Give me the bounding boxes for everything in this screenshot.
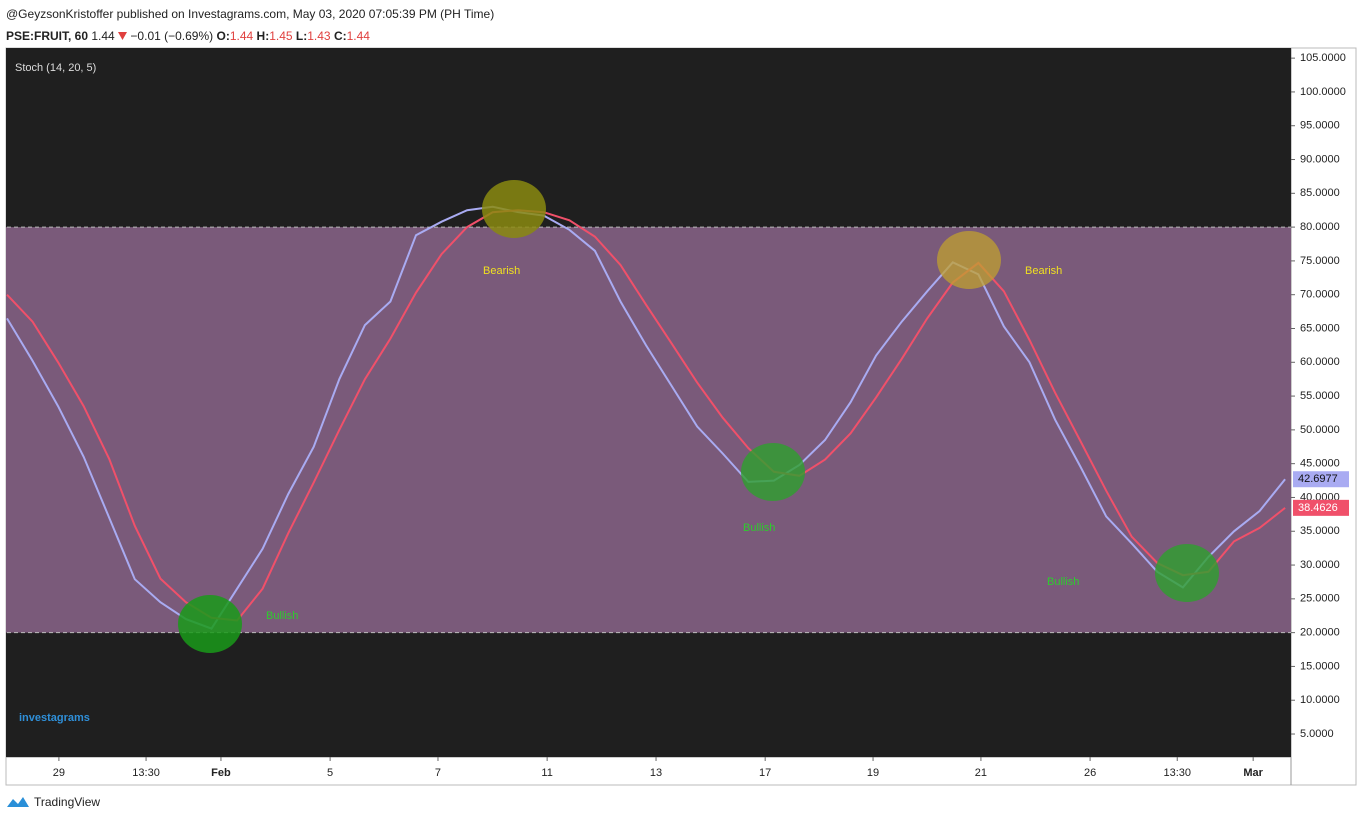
last-price: 1.44 [91, 29, 115, 43]
y-tick-label: 5.0000 [1300, 728, 1334, 740]
symbol: PSE:FRUIT, 60 [6, 29, 89, 43]
y-tick-label: 10.0000 [1300, 694, 1340, 706]
x-tick-label: 7 [435, 767, 441, 779]
y-tick-label: 65.0000 [1300, 322, 1340, 334]
symbol-line: PSE:FRUIT, 60 1.44 −0.01 (−0.69%) O:1.44… [6, 29, 370, 43]
annotation-text: Bearish [1025, 265, 1062, 277]
chart: Stoch (14, 20, 5) 5.0000 10.0000 15.0000 20.… [5, 47, 1357, 786]
y-tick-label: 45.0000 [1300, 458, 1340, 470]
publisher-line: @GeyzsonKristoffer published on Investag… [6, 7, 495, 21]
annotation-circle [937, 231, 1001, 289]
high-label: H: [256, 29, 270, 43]
y-tick-label: 105.0000 [1300, 52, 1346, 64]
annotation-circle [482, 180, 546, 238]
y-tick-label: 55.0000 [1300, 390, 1340, 402]
open-label: O: [216, 29, 230, 43]
y-tick-label: 30.0000 [1300, 559, 1340, 571]
x-tick-label: 21 [975, 767, 987, 779]
y-tick-label: 100.0000 [1300, 86, 1346, 98]
y-tick-label: 85.0000 [1300, 187, 1340, 199]
overbought-oversold-band [6, 227, 1291, 633]
indicator-title: Stoch (14, 20, 5) [15, 62, 96, 74]
x-tick-label: 26 [1084, 767, 1096, 779]
x-tick-label: 29 [53, 767, 65, 779]
last-value-label: 42.6977 [1298, 473, 1338, 485]
x-tick-label: 13 [650, 767, 662, 779]
close-label: C: [333, 29, 347, 43]
x-tick-label: 17 [759, 767, 771, 779]
x-tick-label: 19 [867, 767, 879, 779]
low: 1.43 [307, 29, 331, 43]
high: 1.45 [269, 29, 293, 43]
x-tick-label: Mar [1243, 767, 1263, 779]
last-value-box [1293, 499, 1349, 516]
y-tick-label: 80.0000 [1300, 221, 1340, 233]
annotation-text: Bullish [743, 522, 775, 534]
down-arrow [118, 32, 128, 40]
annotation-text: Bullish [266, 610, 298, 622]
annotation-circle [1155, 544, 1219, 602]
y-tick-label: 75.0000 [1300, 255, 1340, 267]
y-tick-label: 50.0000 [1300, 424, 1340, 436]
y-tick-label: 90.0000 [1300, 153, 1340, 165]
change: −0.01 (−0.69%) [130, 29, 214, 43]
y-tick-label: 70.0000 [1300, 289, 1340, 301]
footer-text: TradingView [34, 795, 101, 809]
annotation-text: Bearish [483, 265, 520, 277]
last-value-box [1293, 471, 1349, 488]
x-tick-label: 5 [327, 767, 333, 779]
x-tick-label: 13:30 [132, 767, 160, 779]
footer: TradingView [6, 795, 100, 809]
last-value-label: 38.4626 [1298, 502, 1338, 514]
x-tick-label: 13:30 [1163, 767, 1191, 779]
open: 1.44 [229, 29, 254, 43]
annotation-circle [178, 595, 242, 653]
x-tick-label: Feb [211, 767, 231, 779]
y-tick-label: 60.0000 [1300, 356, 1340, 368]
tv-logo [7, 797, 29, 807]
y-tick-label: 15.0000 [1300, 660, 1340, 672]
y-tick-label: 35.0000 [1300, 525, 1340, 537]
y-tick-label: 25.0000 [1300, 593, 1340, 605]
y-tick-label: 20.0000 [1300, 627, 1340, 639]
annotation-text: Bullish [1047, 576, 1079, 588]
x-tick-label: 11 [541, 767, 552, 779]
watermark: investagrams [19, 712, 90, 724]
low-label: L: [295, 29, 308, 43]
close: 1.44 [346, 29, 370, 43]
y-tick-label: 95.0000 [1300, 120, 1340, 132]
annotation-circle [741, 443, 805, 501]
